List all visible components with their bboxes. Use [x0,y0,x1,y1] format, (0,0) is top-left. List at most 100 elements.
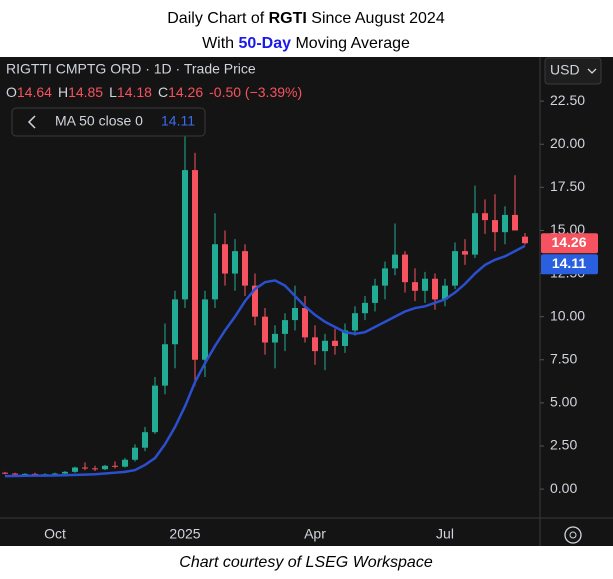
ohlc-key: C [158,84,168,100]
candle-body [412,282,418,291]
candle-body [12,473,18,475]
candle-body [222,244,228,274]
ohlc-value: 14.64 [17,84,52,100]
indicator-name: MA 50 close 0 [55,113,143,129]
indicator-value: 14.11 [161,113,195,129]
y-tick-label: 22.50 [550,92,585,108]
chart-subtitle: With 50-Day Moving Average [202,35,410,52]
ohlc-key: L [109,84,117,100]
candle-body [72,467,78,472]
title-part: Daily Chart of [167,10,268,27]
candle-body [202,299,208,360]
y-tick-label: 7.50 [550,350,577,366]
settings-icon-center [569,531,577,539]
collapse-button[interactable] [27,115,36,129]
candle-body [142,432,148,448]
candle-body [132,447,138,460]
candle-body [332,340,338,346]
price-tag-label: 14.26 [551,234,586,250]
ohlc-key: H [58,84,68,100]
candle-body [112,465,118,467]
ohlc-key: O [6,84,17,100]
x-tick-label: Oct [44,526,66,542]
chart-background [0,57,613,546]
candle-body [282,320,288,334]
candle-body [92,468,98,470]
moving-average-line [4,244,526,478]
ma-tag [541,254,598,275]
candle-body [162,344,168,386]
subtitle-part: Moving Average [291,35,410,52]
chart-title: Daily Chart of RGTI Since August 2024 [167,10,445,27]
candle-body [52,473,58,475]
settings-button[interactable] [564,526,582,544]
candle-body [372,285,378,303]
subtitle-highlight: 50-Day [239,35,292,52]
candle-body [502,214,508,233]
candle-body [352,313,358,331]
candle-body [182,170,188,300]
title-ticker: RGTI [269,10,307,27]
candle-body [2,472,8,474]
candle-body [422,278,428,291]
x-tick-label: Apr [304,526,326,542]
candle-body [492,220,498,233]
candle-body [342,330,348,346]
footer-credit: Chart courtesy of LSEG Workspace [179,554,433,571]
candle-body [402,254,408,283]
y-tick-label: 2.50 [550,437,577,453]
plot-area [2,135,528,478]
y-tick-label: 20.00 [550,135,585,151]
chart-header: RIGTTI CMPTG ORD · 1D · Trade Price [6,61,256,77]
candle-body [232,251,238,274]
indicator-legend [11,107,206,137]
candle-body [122,459,128,467]
candle-body [322,340,328,352]
dropdown-icon [587,68,597,74]
candle-body [392,254,398,269]
candle-body [382,268,388,286]
candle-body [302,308,308,338]
candle-body [252,285,258,317]
price-change: -0.50 (−3.39%) [209,84,302,100]
candle-body [362,302,368,314]
candle-body [432,278,438,300]
candle-body [482,213,488,221]
ohlc-value: 14.18 [117,84,152,100]
candle-body [152,385,158,433]
candle-body [62,471,68,474]
candle-body [462,251,468,255]
candle-body [272,333,278,343]
candle-body [212,244,218,300]
currency-button[interactable] [544,57,602,85]
ohlc-legend: O14.64 H14.85 L14.18 C14.26 -0.50 (−3.39%) [6,84,302,100]
y-tick-label: 0.00 [550,480,577,496]
x-tick-label: Jul [436,526,454,542]
candle-body [242,251,248,286]
candle-body [512,214,518,231]
candle-body [102,465,108,470]
candle-body [472,213,478,255]
title-part: Since August 2024 [307,10,445,27]
ma-tag-label: 14.11 [552,255,586,271]
y-tick-label: 17.50 [550,178,585,194]
candle-body [262,316,268,343]
x-tick-label: 2025 [169,526,200,542]
y-tick-label: 15.00 [550,221,585,237]
candle-body [22,473,28,475]
subtitle-part: With [202,35,238,52]
candle-body [312,337,318,352]
candle-body [172,299,178,345]
ohlc-value: 14.26 [168,84,203,100]
candle-body [442,285,448,300]
y-tick-label: 10.00 [550,307,585,323]
candle-body [292,308,298,321]
y-tick-label: 5.00 [550,394,577,410]
candle-body [522,236,528,244]
settings-icon [564,526,582,544]
currency: USD [550,62,580,78]
candle-body [82,467,88,469]
candle-body [192,170,198,360]
